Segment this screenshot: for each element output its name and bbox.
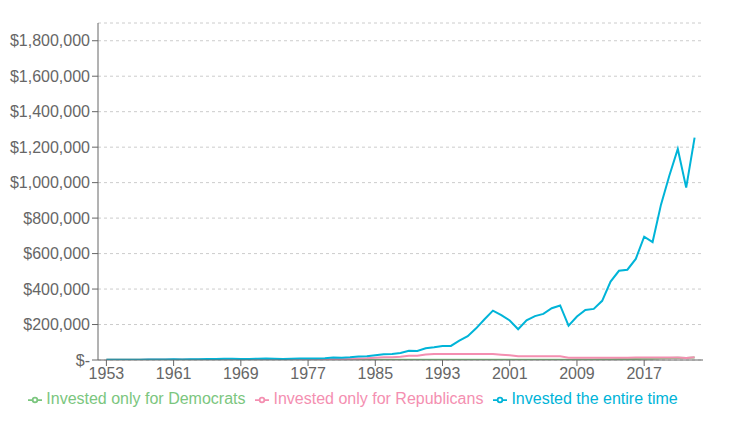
svg-text:$600,000: $600,000: [23, 245, 90, 262]
svg-text:1969: 1969: [223, 365, 259, 382]
svg-text:1953: 1953: [89, 365, 125, 382]
svg-text:1977: 1977: [290, 365, 326, 382]
html-text:Invested only for Democrats: Invested only for Democrats: [46, 390, 246, 407]
svg-text:1993: 1993: [425, 365, 461, 382]
svg-text:$-: $-: [76, 352, 90, 369]
svg-text:1961: 1961: [156, 365, 192, 382]
html-text:Invested only for Republicans: Invested only for Republicans: [273, 390, 484, 407]
svg-text:2001: 2001: [492, 365, 528, 382]
html-text:Invested the entire time: Invested the entire time: [511, 390, 678, 407]
svg-text:$400,000: $400,000: [23, 281, 90, 298]
svg-text:1985: 1985: [357, 365, 393, 382]
svg-text:2017: 2017: [626, 365, 662, 382]
svg-text:$1,200,000: $1,200,000: [10, 139, 90, 156]
svg-text:$1,400,000: $1,400,000: [10, 103, 90, 120]
svg-text:$200,000: $200,000: [23, 316, 90, 333]
svg-text:$1,600,000: $1,600,000: [10, 68, 90, 85]
svg-text:$800,000: $800,000: [23, 210, 90, 227]
svg-text:2009: 2009: [559, 365, 595, 382]
svg-text:$1,800,000: $1,800,000: [10, 32, 90, 49]
svg-text:$1,000,000: $1,000,000: [10, 174, 90, 191]
